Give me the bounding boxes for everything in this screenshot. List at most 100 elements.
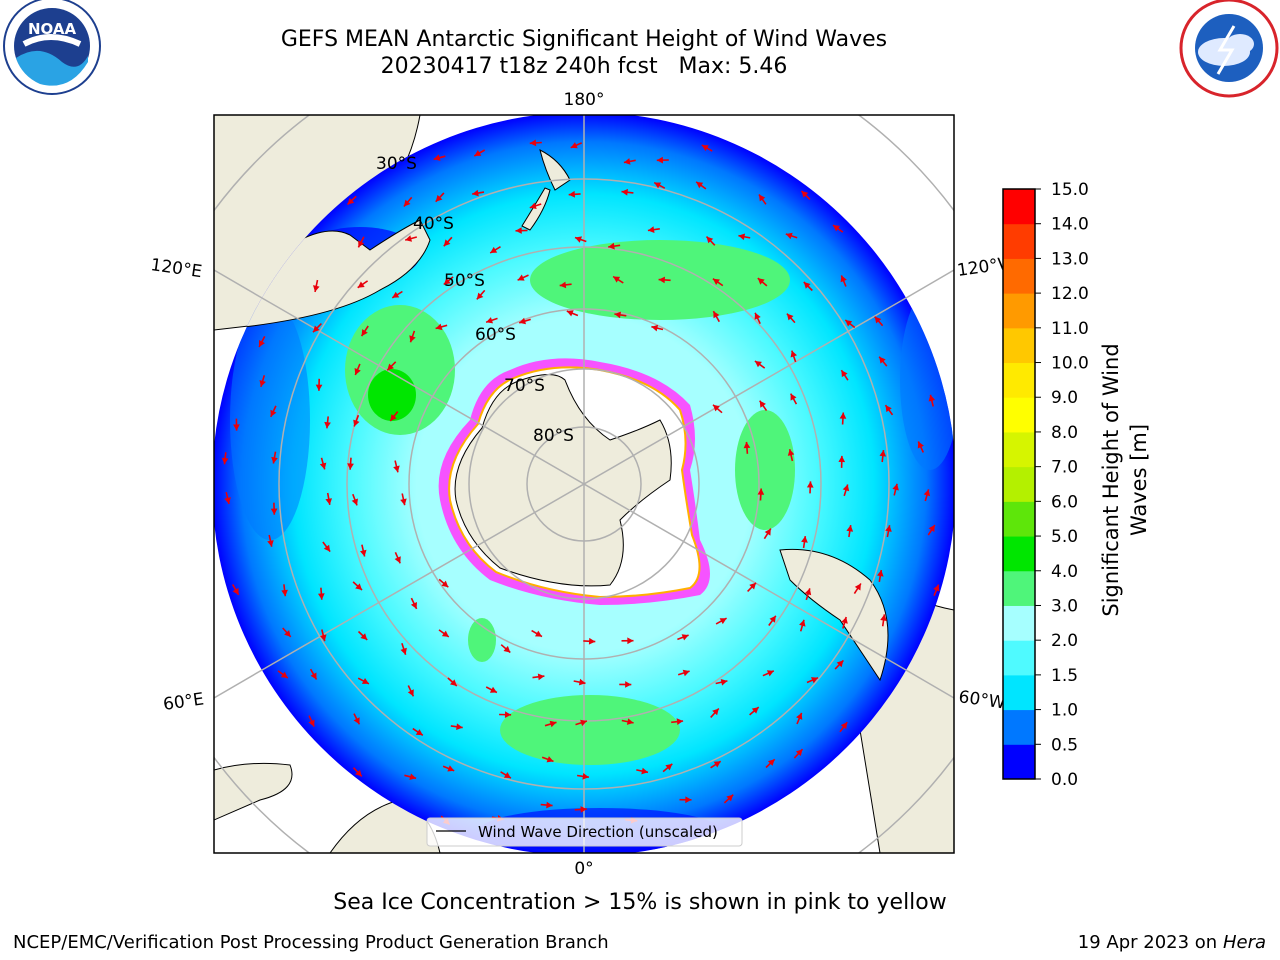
wind-wave-arrowhead [270, 508, 278, 515]
wind-wave-arrowhead [795, 749, 803, 756]
wind-wave-arrowhead [743, 441, 751, 449]
colorbar-bin [1003, 744, 1035, 780]
map-legend: Wind Wave Direction (unscaled) [426, 817, 743, 847]
wind-wave-arrowhead [928, 394, 936, 402]
caption: Sea Ice Concentration > 15% is shown in … [333, 890, 947, 915]
wind-wave-arrowhead [568, 190, 575, 198]
wind-wave-arrowhead [854, 583, 861, 591]
wind-wave-arrowhead [435, 323, 443, 331]
wind-wave-arrowhead [879, 450, 887, 457]
wind-wave-arrowhead [504, 711, 512, 718]
wind-wave-arrowhead [806, 481, 814, 488]
colorbar-tick-label: 11.0 [1051, 319, 1089, 339]
lat-label-60s: 60°S [475, 325, 516, 345]
wind-wave-arrowhead [647, 226, 655, 233]
wind-wave-arrowhead [651, 324, 659, 332]
wind-wave-arrowhead [361, 678, 369, 684]
wind-wave-arrowhead [407, 689, 414, 697]
colorbar-label: Significant Height of Wind Waves [m] [1099, 343, 1151, 616]
colorbar-tick-label: 15.0 [1051, 180, 1089, 200]
colorbar-tick-label: 10.0 [1051, 354, 1089, 374]
wind-wave-arrowhead [754, 361, 762, 368]
wind-wave-arrowhead [838, 455, 846, 463]
colorbar-bin [1003, 327, 1035, 364]
wind-wave-arrowhead [879, 356, 886, 364]
footer-date: 19 Apr 2023 on Hera [1078, 932, 1266, 953]
colorbar-tick-label: 1.5 [1051, 666, 1078, 686]
wind-wave-arrowhead [259, 340, 265, 347]
map-frame [213, 114, 955, 854]
wind-wave-arrowhead [880, 614, 887, 621]
wind-wave-arrowhead [801, 190, 809, 198]
wind-wave-arrowhead [405, 235, 412, 242]
wind-wave-arrowhead [625, 681, 632, 688]
lat-label-40s: 40°S [413, 214, 454, 234]
wind-wave-arrowhead [836, 660, 844, 668]
wind-wave-arrowhead [355, 769, 362, 777]
wind-wave-arrowhead [409, 773, 417, 780]
wind-wave-arrowhead [232, 587, 239, 595]
colorbar-tick-label: 3.0 [1051, 596, 1078, 616]
wind-wave-arrowhead [676, 718, 684, 725]
wind-wave-arrowhead [347, 197, 355, 205]
wind-wave-arrowhead [933, 584, 940, 592]
colorbar-bin [1003, 709, 1035, 745]
wind-wave-arrowhead [443, 278, 451, 285]
wind-wave-arrowhead [308, 719, 315, 727]
colorbar-tick-label: 14.0 [1051, 215, 1089, 235]
colorbar-tick-label: 9.0 [1051, 388, 1078, 408]
colorbar-bin [1003, 362, 1035, 398]
colorbar-tick-label: 0.0 [1051, 770, 1078, 790]
wind-wave-arrowhead [751, 707, 759, 714]
colorbar-tick-label: 12.0 [1051, 284, 1089, 304]
wind-wave-arrowhead [623, 158, 631, 165]
wind-wave-arrowhead [928, 525, 935, 532]
wind-wave-arrowhead [351, 498, 358, 506]
wind-wave-arrowhead [347, 463, 354, 470]
colorbar-tick-label: 7.0 [1051, 458, 1078, 478]
wind-wave-arrowhead [271, 456, 278, 464]
wind-wave-arrowhead [503, 645, 511, 653]
wind-wave-arrowhead [656, 156, 663, 164]
wind-wave-arrowhead [712, 278, 720, 285]
wind-wave-arrowhead [726, 794, 734, 802]
wind-wave-arrowhead [786, 313, 794, 321]
wind-wave-arrowhead [641, 767, 648, 775]
colorbar-tick-label: 4.0 [1051, 562, 1078, 582]
wind-wave-arrowhead [754, 312, 761, 320]
wind-wave-arrowhead [839, 412, 847, 419]
wind-wave-arrowhead [390, 414, 397, 421]
wind-wave-arrowhead [841, 370, 848, 378]
wind-wave-arrowhead [757, 488, 765, 495]
graticule-outer [214, 115, 954, 853]
wind-wave-arrowhead [313, 325, 320, 333]
wind-wave-arrowhead [681, 634, 689, 641]
wind-wave-arrowhead [701, 145, 709, 152]
colorbar-frame [1002, 188, 1036, 780]
wind-wave-arrowhead [472, 189, 479, 197]
wind-wave-arrowhead [811, 677, 818, 684]
wind-wave-arrowhead [841, 617, 848, 624]
land-inside [214, 149, 889, 682]
wind-wave-arrowhead [546, 756, 554, 763]
colorbar-tick-label: 8.0 [1051, 423, 1078, 443]
wind-wave-arrowhead [685, 796, 692, 804]
wind-wave-arrowhead [738, 233, 746, 241]
wind-wave-arrowhead [764, 528, 771, 536]
wind-wave-arrowhead [578, 678, 586, 686]
colorbar-bin [1003, 223, 1035, 259]
wind-wave-arrowhead [790, 350, 797, 358]
wind-wave-arrowhead [355, 583, 362, 590]
wind-wave-arrowhead [310, 672, 317, 680]
colorbar-bin [1003, 466, 1035, 502]
wind-wave-arrowhead [874, 316, 882, 324]
wind-wave-arrowhead [456, 723, 463, 730]
wind-wave-arrowhead [354, 368, 361, 375]
wind-wave-arrowhead [626, 718, 634, 725]
wind-wave-arrowhead [503, 772, 511, 779]
wind-wave-arrowhead [613, 276, 621, 283]
wind-wave-arrowhead [766, 670, 774, 677]
wind-wave-arrowhead [517, 274, 525, 281]
wind-wave-arrowhead [447, 765, 455, 772]
